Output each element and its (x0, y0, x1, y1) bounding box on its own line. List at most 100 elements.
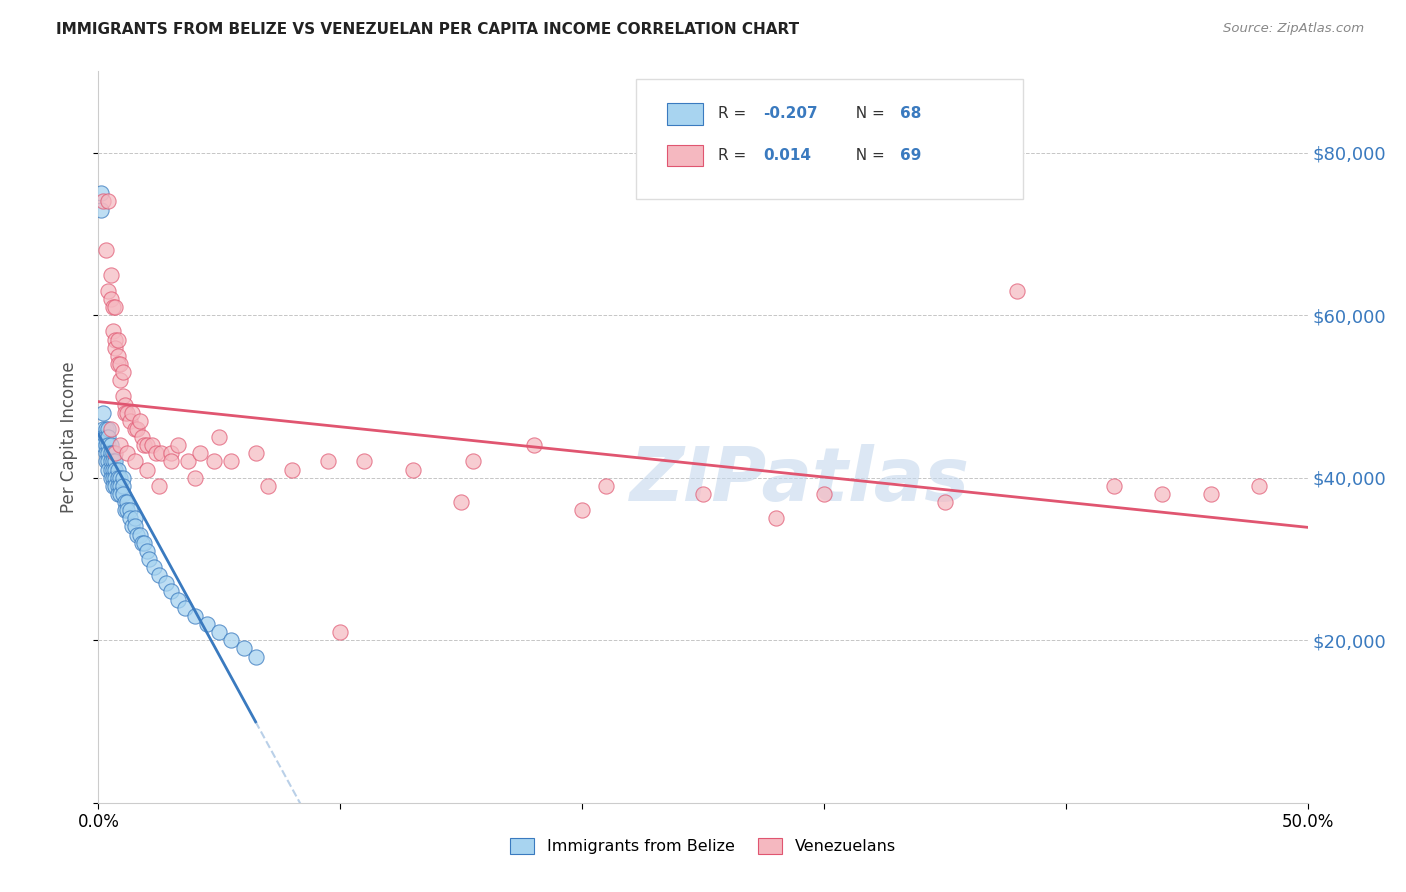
Point (813, 487, 835, 501)
Point (523, 438, 546, 452)
Point (174, 600, 197, 615)
Point (91, 194, 114, 209)
Point (143, 560, 166, 574)
Point (111, 487, 134, 501)
Text: ZIPatlas: ZIPatlas (630, 444, 970, 517)
Point (97, 454, 120, 468)
Point (141, 438, 163, 452)
Point (221, 633, 243, 648)
Point (692, 487, 714, 501)
Point (108, 357, 131, 371)
Point (101, 479, 124, 493)
Point (167, 438, 190, 452)
Point (124, 511, 146, 525)
Point (117, 495, 139, 509)
Point (148, 568, 170, 582)
Point (124, 454, 146, 468)
Point (94, 446, 117, 460)
Point (134, 535, 156, 549)
Point (1102, 479, 1125, 493)
Point (107, 349, 129, 363)
Point (94, 243, 117, 257)
Point (117, 406, 139, 420)
Point (97, 446, 120, 460)
Point (90, 186, 112, 201)
Y-axis label: Per Capita Income: Per Capita Income (59, 361, 77, 513)
FancyBboxPatch shape (666, 103, 703, 125)
Text: R =: R = (717, 106, 751, 121)
Point (167, 592, 190, 607)
Point (117, 446, 139, 460)
Point (316, 454, 339, 468)
Point (91, 430, 114, 444)
Point (463, 454, 485, 468)
Point (160, 584, 183, 599)
Point (353, 454, 375, 468)
Point (595, 479, 617, 493)
Point (124, 519, 146, 533)
Point (232, 641, 254, 656)
Point (1007, 284, 1029, 298)
Point (100, 471, 122, 485)
Point (107, 462, 129, 476)
Point (97, 462, 120, 476)
Point (114, 398, 136, 412)
Point (107, 479, 129, 493)
Point (118, 503, 141, 517)
Point (104, 300, 127, 314)
Point (91, 438, 114, 452)
Point (155, 576, 177, 591)
Point (1152, 487, 1174, 501)
Point (104, 462, 127, 476)
Point (107, 357, 129, 371)
Point (124, 422, 146, 436)
Point (100, 422, 122, 436)
Point (101, 462, 124, 476)
Point (104, 454, 127, 468)
Point (160, 454, 183, 468)
Point (208, 430, 231, 444)
Point (94, 422, 117, 436)
Point (100, 438, 122, 452)
Point (97, 430, 120, 444)
Point (1249, 479, 1271, 493)
Point (121, 519, 143, 533)
Point (145, 446, 167, 460)
Point (100, 446, 122, 460)
Point (934, 495, 956, 509)
Point (104, 333, 127, 347)
Point (111, 471, 134, 485)
Point (107, 333, 129, 347)
Point (329, 625, 352, 640)
Point (104, 471, 127, 485)
Point (135, 544, 157, 558)
Point (97, 422, 120, 436)
Point (221, 454, 243, 468)
Point (195, 617, 218, 632)
Point (108, 479, 131, 493)
Point (100, 454, 122, 468)
Point (245, 446, 267, 460)
Point (135, 462, 157, 476)
Point (256, 479, 278, 493)
Point (118, 414, 141, 428)
Point (184, 471, 207, 485)
Point (281, 462, 304, 476)
Text: 0.014: 0.014 (763, 148, 811, 163)
Point (208, 625, 231, 640)
Point (100, 292, 122, 306)
FancyBboxPatch shape (666, 145, 703, 167)
Point (90, 202, 112, 217)
Text: -0.207: -0.207 (763, 106, 818, 121)
Point (245, 649, 267, 664)
Point (97, 438, 120, 452)
Text: Source: ZipAtlas.com: Source: ZipAtlas.com (1223, 22, 1364, 36)
Point (128, 414, 150, 428)
Point (97, 194, 120, 209)
Point (177, 454, 200, 468)
Point (114, 503, 136, 517)
Point (108, 373, 131, 387)
Point (131, 430, 153, 444)
Point (108, 471, 131, 485)
Point (108, 438, 131, 452)
